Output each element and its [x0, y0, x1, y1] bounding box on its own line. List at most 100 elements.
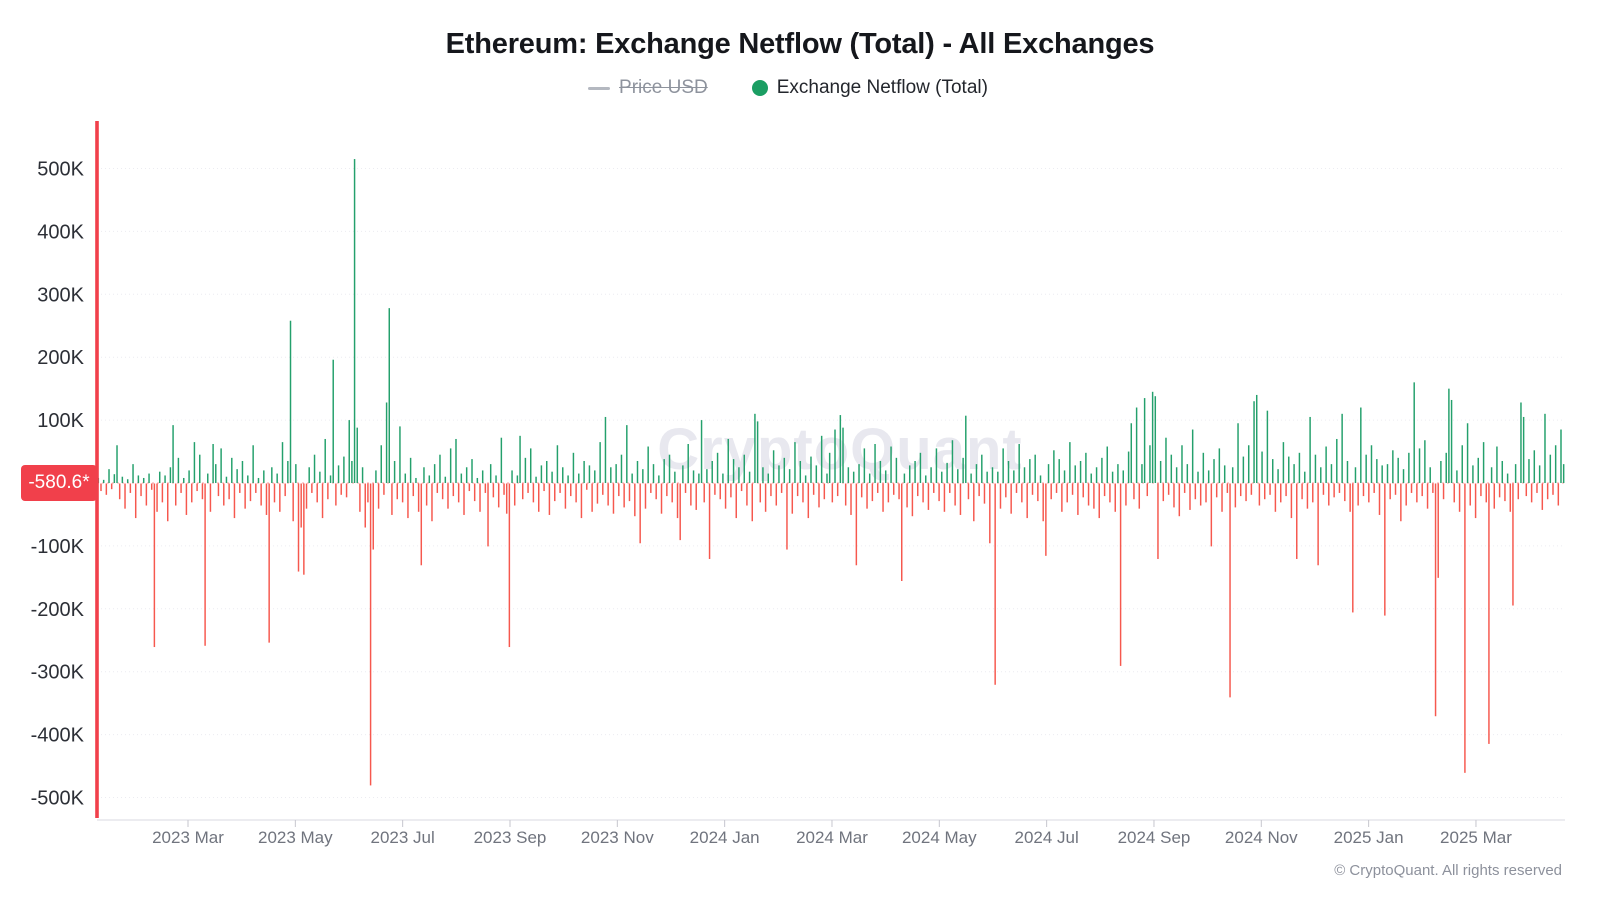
netflow-bar	[986, 471, 988, 483]
netflow-bar	[852, 471, 855, 483]
netflow-bar	[1047, 464, 1050, 483]
netflow-bar	[658, 475, 660, 483]
netflow-bar	[868, 473, 871, 483]
netflow-bar	[1205, 483, 1207, 503]
netflow-bar	[959, 483, 962, 515]
netflow-bar	[110, 483, 113, 490]
netflow-bar	[836, 483, 839, 497]
netflow-bar	[265, 483, 268, 515]
netflow-bar	[628, 483, 631, 502]
netflow-bar	[604, 416, 607, 483]
netflow-bar	[1557, 483, 1560, 506]
netflow-bar	[666, 483, 668, 497]
netflow-bar	[1125, 483, 1127, 506]
netflow-bar	[223, 483, 225, 506]
netflow-bar	[970, 473, 972, 483]
netflow-bar	[118, 483, 121, 500]
netflow-bar	[828, 452, 831, 483]
netflow-bar	[436, 483, 439, 493]
netflow-bar	[716, 452, 719, 483]
netflow-bar	[919, 452, 922, 483]
netflow-bar	[1191, 429, 1194, 483]
netflow-bar	[399, 426, 401, 483]
netflow-bar	[1090, 473, 1092, 483]
netflow-bar	[527, 483, 529, 493]
netflow-bar	[108, 469, 110, 483]
netflow-bar	[252, 445, 254, 483]
netflow-bar	[650, 483, 652, 493]
legend-item-price-usd[interactable]: Price USD	[588, 77, 708, 99]
netflow-bar	[1141, 464, 1143, 483]
netflow-bar	[679, 483, 681, 541]
netflow-bar	[1514, 464, 1517, 483]
netflow-bar	[780, 483, 783, 493]
netflow-bar	[1023, 467, 1026, 483]
netflow-bar	[1013, 470, 1015, 483]
netflow-bar	[1522, 416, 1525, 483]
netflow-bar	[586, 483, 588, 490]
netflow-bar	[380, 445, 382, 483]
netflow-bar	[1517, 483, 1520, 500]
netflow-bar	[321, 483, 324, 519]
netflow-bar	[676, 483, 679, 519]
netflow-bar	[1544, 413, 1546, 483]
netflow-bar	[319, 471, 321, 483]
netflow-bar	[879, 460, 882, 484]
netflow-bar	[596, 483, 599, 504]
netflow-bar	[140, 483, 142, 497]
netflow-bar	[882, 483, 884, 512]
netflow-bar	[863, 448, 866, 483]
netflow-bar	[124, 483, 126, 509]
netflow-bar	[1314, 454, 1317, 483]
netflow-bar	[599, 442, 601, 483]
x-tick-label: 2024 Jul	[1014, 828, 1078, 847]
x-tick-label: 2024 Jan	[690, 828, 760, 847]
netflow-bar	[660, 483, 663, 514]
netflow-bar	[1173, 483, 1175, 508]
netflow-bar	[1416, 483, 1418, 503]
netflow-bar	[134, 483, 137, 519]
netflow-bar	[217, 483, 220, 497]
netflow-bar	[957, 469, 959, 483]
netflow-bar	[975, 464, 978, 483]
netflow-bar	[145, 483, 148, 506]
netflow-bar	[126, 479, 129, 483]
netflow-bar	[1328, 483, 1330, 506]
x-tick-label: 2024 Nov	[1225, 828, 1298, 847]
netflow-bar	[102, 479, 105, 484]
netflow-bar	[340, 483, 342, 495]
netflow-bar	[847, 467, 850, 483]
netflow-bar	[215, 464, 217, 483]
netflow-bar	[692, 470, 695, 483]
netflow-bar	[695, 483, 697, 510]
netflow-bar	[1138, 483, 1141, 509]
netflow-bar	[255, 483, 257, 493]
netflow-bar	[887, 483, 890, 503]
netflow-bar	[652, 464, 655, 483]
netflow-bar	[1165, 437, 1167, 483]
netflow-bar	[655, 483, 657, 500]
netflow-bar	[276, 473, 278, 483]
netflow-bar	[804, 475, 807, 483]
netflow-bar	[1071, 483, 1074, 495]
netflow-bar	[1189, 483, 1191, 510]
netflow-bar	[1119, 483, 1122, 666]
netflow-bar	[1520, 402, 1522, 483]
netflow-bar	[191, 483, 193, 503]
netflow-bar	[1253, 401, 1255, 483]
netflow-bar	[156, 483, 158, 512]
netflow-bar	[562, 467, 564, 483]
netflow-bar	[404, 473, 407, 483]
netflow-bar	[770, 483, 772, 497]
netflow-bar	[815, 465, 818, 483]
netflow-bar	[465, 467, 468, 483]
netflow-bar	[698, 473, 700, 483]
netflow-bar	[1493, 483, 1496, 509]
netflow-bar	[706, 469, 708, 483]
netflow-bar	[711, 460, 713, 484]
netflow-bar	[1010, 483, 1012, 514]
legend-item-netflow[interactable]: Exchange Netflow (Total)	[751, 77, 988, 99]
y-tick-label: 100K	[37, 410, 84, 432]
netflow-bar	[1282, 442, 1285, 483]
